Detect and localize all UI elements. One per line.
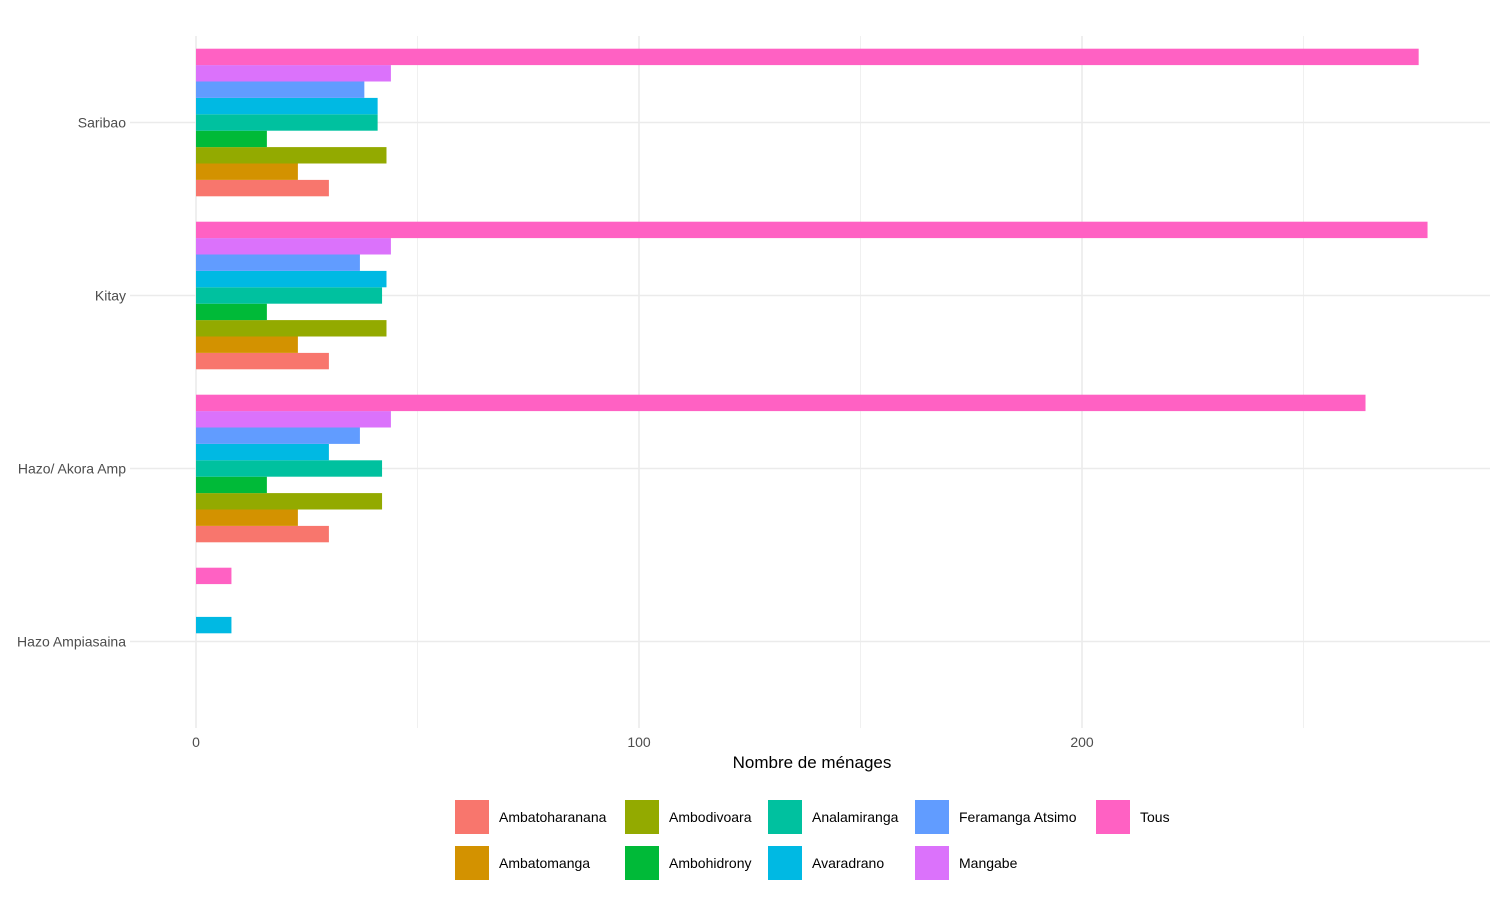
bar-ambatoharanana-1 — [196, 352, 329, 370]
bar-ambodivoara-1 — [196, 320, 387, 337]
legend-label-avaradrano: Avaradrano — [812, 855, 884, 871]
legend: Ambatoharanana Ambodivoara Analamiranga Fer… — [455, 800, 1170, 880]
bar-ambatoharanana-2 — [196, 525, 329, 543]
legend-key-mangabe — [915, 846, 949, 880]
bar-feramanga-atsimo-1 — [196, 254, 360, 271]
bar-tous-3 — [196, 567, 232, 585]
bars — [196, 48, 1428, 634]
bar-avaradrano-0 — [196, 97, 378, 115]
legend-key-ambodivoara — [625, 800, 659, 834]
bar-ambatomanga-0 — [196, 163, 298, 180]
bar-avaradrano-1 — [196, 270, 387, 288]
bar-ambohidrony-2 — [196, 476, 267, 494]
y-tick-label: Kitay — [95, 288, 126, 304]
bar-mangabe-1 — [196, 238, 391, 255]
x-axis-labels: 0 100 200 — [192, 734, 1094, 750]
legend-label-tous: Tous — [1140, 809, 1170, 825]
legend-key-feramanga-atsimo — [915, 800, 949, 834]
grid — [130, 36, 1490, 728]
y-tick-label: Hazo/ Akora Amp — [18, 461, 126, 477]
legend-key-ambatoharanana — [455, 800, 489, 834]
legend-label-analamiranga: Analamiranga — [812, 809, 899, 825]
bar-tous-0 — [196, 48, 1419, 66]
x-axis-title: Nombre de ménages — [733, 753, 892, 772]
legend-label-ambodivoara: Ambodivoara — [669, 809, 752, 825]
bar-analamiranga-2 — [196, 460, 383, 477]
legend-key-ambohidrony — [625, 846, 659, 880]
bar-analamiranga-1 — [196, 287, 383, 304]
bar-avaradrano-3 — [196, 616, 232, 634]
y-axis-labels: Saribao Kitay Hazo/ Akora Amp Hazo Ampiasai… — [17, 115, 126, 650]
bar-feramanga-atsimo-2 — [196, 427, 360, 444]
bar-tous-2 — [196, 394, 1366, 412]
legend-label-mangabe: Mangabe — [959, 855, 1018, 871]
legend-label-ambohidrony: Ambohidrony — [669, 855, 752, 871]
bar-tous-1 — [196, 221, 1428, 239]
legend-key-tous — [1096, 800, 1130, 834]
legend-label-ambatomanga: Ambatomanga — [499, 855, 590, 871]
bar-ambohidrony-0 — [196, 130, 267, 148]
bar-ambodivoara-2 — [196, 493, 383, 510]
bar-ambatomanga-2 — [196, 509, 298, 526]
bar-ambodivoara-0 — [196, 147, 387, 164]
x-tick-label: 0 — [192, 734, 200, 750]
legend-key-avaradrano — [768, 846, 802, 880]
bar-mangabe-2 — [196, 411, 391, 428]
bar-mangabe-0 — [196, 65, 391, 82]
bar-ambatomanga-1 — [196, 336, 298, 353]
legend-label-feramanga-atsimo: Feramanga Atsimo — [959, 809, 1077, 825]
bar-feramanga-atsimo-0 — [196, 81, 365, 98]
bar-ambohidrony-1 — [196, 303, 267, 321]
legend-key-analamiranga — [768, 800, 802, 834]
bar-avaradrano-2 — [196, 443, 329, 461]
legend-label-ambatoharanana: Ambatoharanana — [499, 809, 607, 825]
x-tick-label: 200 — [1070, 734, 1094, 750]
x-tick-label: 100 — [627, 734, 651, 750]
y-tick-label: Hazo Ampiasaina — [17, 634, 126, 650]
bar-analamiranga-0 — [196, 114, 378, 131]
bar-ambatoharanana-0 — [196, 179, 329, 197]
legend-key-ambatomanga — [455, 846, 489, 880]
y-tick-label: Saribao — [78, 115, 126, 131]
